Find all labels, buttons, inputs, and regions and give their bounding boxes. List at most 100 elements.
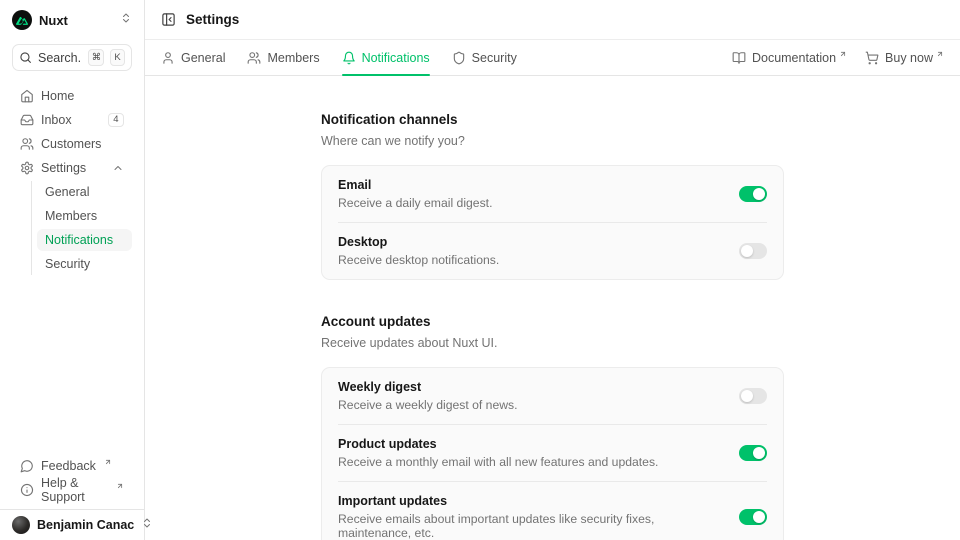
setting-description: Receive desktop notifications. xyxy=(338,253,500,267)
sidebar-item-label: Customers xyxy=(41,137,102,151)
sidebar-item-general[interactable]: General xyxy=(37,181,132,203)
search-input[interactable]: Search... ⌘ K xyxy=(12,44,132,71)
search-placeholder: Search... xyxy=(38,50,82,65)
setting-text: Desktop Receive desktop notifications. xyxy=(338,235,723,267)
setting-text: Weekly digest Receive a weekly digest of… xyxy=(338,380,723,412)
sub-item-label: Security xyxy=(45,257,91,271)
setting-text: Product updates Receive a monthly email … xyxy=(338,437,723,469)
external-link-icon xyxy=(104,458,112,466)
setting-description: Receive a monthly email with all new fea… xyxy=(338,455,659,469)
inbox-icon xyxy=(20,113,34,127)
external-link-icon xyxy=(116,482,124,490)
toggle-knob xyxy=(741,245,753,257)
users-icon xyxy=(247,51,261,65)
user-icon xyxy=(161,51,175,65)
sidebar-footer: Feedback Help & Support xyxy=(0,455,144,509)
setting-title: Weekly digest xyxy=(338,380,422,394)
kbd-cmd: ⌘ xyxy=(87,48,104,67)
kbd-k: K xyxy=(110,48,125,67)
setting-title: Desktop xyxy=(338,235,388,249)
sidebar-item-label: Inbox xyxy=(41,113,72,127)
setting-text: Important updates Receive emails about i… xyxy=(338,494,723,540)
sidebar: Nuxt Search... ⌘ K Home Inbox 4 xyxy=(0,0,151,540)
workspace-switcher[interactable]: Nuxt xyxy=(0,0,144,40)
setting-row-important-updates: Important updates Receive emails about i… xyxy=(322,482,783,540)
sidebar-collapse-icon[interactable] xyxy=(161,12,176,27)
setting-title: Important updates xyxy=(338,494,448,508)
gear-icon xyxy=(20,161,34,175)
settings-card: Email Receive a daily email digest. Desk… xyxy=(321,165,784,280)
row-divider xyxy=(338,481,767,482)
important-updates-toggle[interactable] xyxy=(739,509,767,525)
help-support-link[interactable]: Help & Support xyxy=(12,476,132,504)
feedback-link[interactable]: Feedback xyxy=(12,455,132,477)
documentation-link[interactable]: Documentation xyxy=(732,51,847,65)
tab-security[interactable]: Security xyxy=(452,40,517,75)
toggle-knob xyxy=(753,188,765,200)
tab-label: Members xyxy=(267,50,320,65)
sub-item-label: General xyxy=(45,185,90,199)
sidebar-item-home[interactable]: Home xyxy=(12,85,132,107)
tab-label: Notifications xyxy=(361,50,430,65)
book-open-icon xyxy=(732,51,746,65)
weekly-digest-toggle[interactable] xyxy=(739,388,767,404)
section-title: Notification channels xyxy=(321,112,458,127)
row-divider xyxy=(338,222,767,223)
tab-members[interactable]: Members xyxy=(247,40,320,75)
sidebar-item-notifications[interactable]: Notifications xyxy=(37,229,132,251)
setting-description: Receive a daily email digest. xyxy=(338,196,493,210)
external-link-icon xyxy=(936,50,944,58)
chevron-up-icon xyxy=(112,162,124,174)
tab-general[interactable]: General xyxy=(161,40,225,75)
user-name: Benjamin Canac xyxy=(37,518,135,532)
setting-row-email: Email Receive a daily email digest. xyxy=(322,166,783,222)
footer-link-label: Help & Support xyxy=(41,476,85,504)
sidebar-item-inbox[interactable]: Inbox 4 xyxy=(12,109,132,131)
section-notification-channels: Notification channels Where can we notif… xyxy=(321,112,784,280)
shopping-cart-icon xyxy=(865,51,879,65)
footer-link-label: Feedback xyxy=(41,459,96,473)
nuxt-logo-icon xyxy=(12,10,32,30)
external-link-icon xyxy=(839,50,847,58)
workspace-name: Nuxt xyxy=(39,12,68,28)
sub-item-label: Notifications xyxy=(45,233,114,247)
row-divider xyxy=(338,424,767,425)
sidebar-item-customers[interactable]: Customers xyxy=(12,133,132,155)
toggle-knob xyxy=(753,511,765,523)
bell-icon xyxy=(342,51,356,65)
desktop-toggle[interactable] xyxy=(739,243,767,259)
chevrons-up-down-icon xyxy=(120,11,132,29)
settings-tabbar: General Members Notifications Security D… xyxy=(145,40,960,76)
sub-item-label: Members xyxy=(45,209,98,223)
email-toggle[interactable] xyxy=(739,186,767,202)
tab-notifications[interactable]: Notifications xyxy=(341,40,430,76)
settings-card: Weekly digest Receive a weekly digest of… xyxy=(321,367,784,540)
settings-sub-nav: General Members Notifications Security xyxy=(31,181,132,275)
product-updates-toggle[interactable] xyxy=(739,445,767,461)
buy-now-link[interactable]: Buy now xyxy=(865,51,944,65)
setting-title: Email xyxy=(338,178,372,192)
sidebar-item-members[interactable]: Members xyxy=(37,205,132,227)
main-area: Settings General Members Notifications S… xyxy=(145,0,960,540)
inbox-count-badge: 4 xyxy=(107,112,124,128)
setting-description: Receive a weekly digest of news. xyxy=(338,398,518,412)
sidebar-item-settings[interactable]: Settings xyxy=(12,157,132,179)
setting-description: Receive emails about important updates l… xyxy=(338,512,655,540)
section-description: Receive updates about Nuxt UI. xyxy=(321,336,498,350)
sidebar-item-security[interactable]: Security xyxy=(37,253,132,275)
setting-row-product-updates: Product updates Receive a monthly email … xyxy=(322,425,783,481)
home-icon xyxy=(20,89,34,103)
section-description: Where can we notify you? xyxy=(321,134,465,148)
setting-title: Product updates xyxy=(338,437,437,451)
section-title: Account updates xyxy=(321,314,431,329)
chat-bubble-icon xyxy=(20,459,34,473)
header-link-label: Buy now xyxy=(885,50,933,65)
user-avatar xyxy=(12,516,30,534)
sidebar-nav: Home Inbox 4 Customers Settings xyxy=(0,85,144,179)
header-link-label: Documentation xyxy=(751,50,837,65)
page-title: Settings xyxy=(186,12,240,27)
setting-text: Email Receive a daily email digest. xyxy=(338,178,723,210)
header-actions: Documentation Buy now xyxy=(732,40,944,75)
user-menu[interactable]: Benjamin Canac xyxy=(0,509,151,540)
